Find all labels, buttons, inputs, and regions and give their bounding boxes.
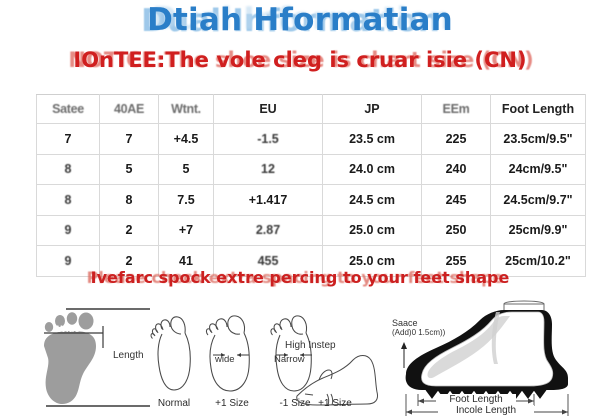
diagram-narrow-foot: Narrow -1 Size	[266, 308, 324, 412]
cell-size: 8	[36, 153, 100, 185]
shoe-space-value: (Add)0 1.5cm))	[392, 328, 446, 337]
cell-size: 7	[36, 123, 100, 155]
table-row: 7 7 +4.5 -1.5 23.5 cm 225 23.5cm/9.5"	[36, 123, 586, 155]
fit-note: Please check extra spacing to your feet …	[0, 268, 600, 294]
page-title-text: Dtiah Hformatian	[147, 2, 453, 38]
diagram-wide-foot: wide +1 Size	[203, 308, 261, 412]
size-table: Satee 40AE Wtnt. EU JP EEm Foot Length 7…	[36, 94, 586, 277]
side-foot-instep-icon	[296, 355, 378, 406]
foot-outline-normal-icon	[150, 316, 191, 391]
cell-size: 9	[36, 214, 100, 246]
column-header-eu: EU	[213, 94, 323, 124]
fit-note-ghost: Please check extra spacing to your feet …	[86, 268, 504, 287]
cell-width: 7.5	[158, 184, 214, 216]
column-header-jp: JP	[322, 94, 422, 124]
cell-mm: 255	[421, 245, 491, 277]
table-row: 9 2 41 455 25.0 cm 255 25cm/10.2"	[36, 245, 586, 277]
table-row: 8 5 5 12 24.0 cm 240 24cm/9.5"	[36, 153, 586, 185]
cell-mm: 245	[421, 184, 491, 216]
column-header-foot-length: Foot Length	[490, 94, 586, 124]
cell-us: 2	[99, 245, 159, 277]
cell-size: 8	[36, 184, 100, 216]
cell-us: 2	[99, 214, 159, 246]
cell-jp: 23.5 cm	[322, 123, 422, 155]
column-header-us: 40AE	[99, 94, 159, 124]
page-title-ghost: Dual Information	[141, 3, 441, 39]
page-subtitle: NOTICE:The shoe size is chart size (CN) …	[0, 48, 600, 78]
footprint-width-label: Wide	[57, 324, 80, 335]
wide-foot-caption: +1 Size	[215, 398, 249, 409]
column-header-width: Wtnt.	[158, 94, 214, 124]
page-subtitle-text: IOnTEE:The vole cleg is cruar isie (CN)	[73, 48, 527, 72]
foot-outline-narrow-icon	[270, 315, 312, 392]
wide-foot-label: wide	[215, 354, 235, 365]
cell-mm: 250	[421, 214, 491, 246]
cell-mm: 240	[421, 153, 491, 185]
cell-jp: 25.0 cm	[322, 214, 422, 246]
fit-note-text: Ivefarc spock extre percing to your feet…	[90, 268, 510, 287]
shoe-incole-length-label: Incole Length	[438, 405, 534, 416]
cell-foot-length: 25cm/9.9"	[490, 214, 586, 246]
size-chart-table: Satee 40AE Wtnt. EU JP EEm Foot Length 7…	[36, 94, 586, 277]
cell-width: +7	[158, 214, 214, 246]
cell-us: 7	[99, 123, 159, 155]
diagram-high-instep: High Instep +1 Size	[283, 330, 393, 412]
shoe-space-label: Saace	[392, 318, 418, 328]
cell-eu: +1.417	[213, 184, 323, 216]
high-instep-caption: +1 Size	[318, 398, 352, 409]
page-subtitle-ghost: NOTICE:The shoe size is chart size (CN)	[68, 48, 534, 72]
cell-us: 5	[99, 153, 159, 185]
cell-eu: 455	[213, 245, 323, 277]
cell-foot-length: 25cm/10.2"	[490, 245, 586, 277]
foot-outline-wide-icon	[205, 315, 250, 392]
cell-width: +4.5	[158, 123, 214, 155]
cell-eu: -1.5	[213, 123, 323, 155]
cell-width: 41	[158, 245, 214, 277]
diagram-shoe-measurement: Saace (Add)0 1.5cm)) Foot Length Incole …	[392, 298, 592, 416]
table-header-row: Satee 40AE Wtnt. EU JP EEm Foot Length	[36, 94, 586, 124]
diagram-normal-foot: Normal	[148, 308, 200, 412]
cell-jp: 24.0 cm	[322, 153, 422, 185]
table-row: 8 8 7.5 +1.417 24.5 cm 245 24.5cm/9.7"	[36, 184, 586, 216]
cell-foot-length: 23.5cm/9.5"	[490, 123, 586, 155]
narrow-foot-label: Narrow	[274, 354, 305, 365]
normal-foot-caption: Normal	[157, 398, 191, 409]
footprint-icon	[44, 308, 150, 407]
cell-us: 8	[99, 184, 159, 216]
cell-jp: 25.0 cm	[322, 245, 422, 277]
narrow-foot-caption: -1 Size	[279, 398, 311, 409]
shoe-cross-section-icon	[401, 300, 569, 416]
page-title-ghost-2: Dual Information	[152, 1, 452, 37]
cell-size: 9	[36, 245, 100, 277]
diagram-band: Wide Length Normal	[0, 296, 600, 418]
table-row: 9 2 +7 2.87 25.0 cm 250 25cm/9.9"	[36, 214, 586, 246]
cell-eu: 2.87	[213, 214, 323, 246]
cell-foot-length: 24cm/9.5"	[490, 153, 586, 185]
cell-width: 5	[158, 153, 214, 185]
column-header-mm: EEm	[421, 94, 491, 124]
shoe-foot-length-label: Foot Length	[436, 394, 516, 405]
high-instep-label: High Instep	[285, 340, 336, 351]
column-header-size: Satee	[36, 94, 100, 124]
page-title: Dual Information Dual Information Dtiah …	[0, 1, 600, 42]
cell-mm: 225	[421, 123, 491, 155]
footprint-length-label: Length	[113, 350, 144, 361]
cell-eu: 12	[213, 153, 323, 185]
cell-foot-length: 24.5cm/9.7"	[490, 184, 586, 216]
cell-jp: 24.5 cm	[322, 184, 422, 216]
diagram-footprint-measure: Wide Length	[28, 300, 168, 412]
